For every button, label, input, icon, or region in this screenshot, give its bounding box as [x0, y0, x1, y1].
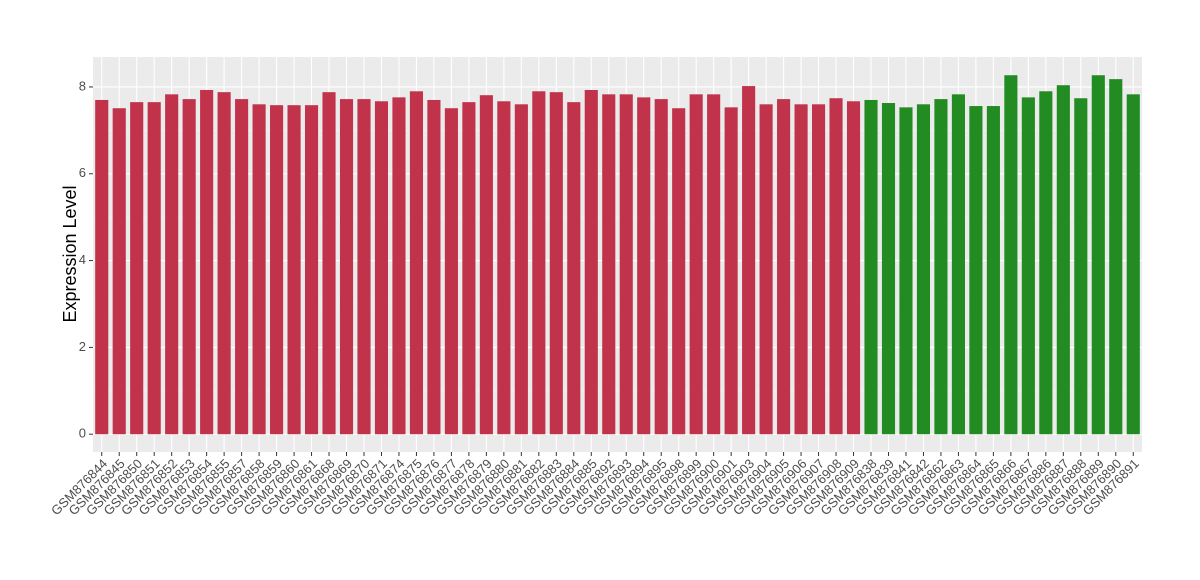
bar — [200, 89, 214, 435]
bar — [357, 99, 371, 435]
bar — [707, 94, 721, 435]
bar — [165, 94, 179, 435]
bar — [1056, 85, 1070, 435]
bar — [95, 99, 109, 435]
bar — [409, 91, 423, 435]
bar — [619, 94, 633, 435]
plot-panel — [93, 57, 1142, 452]
bar — [549, 92, 563, 435]
bar — [1039, 91, 1053, 435]
bar — [794, 104, 808, 435]
bar — [444, 108, 458, 435]
bar — [602, 94, 616, 435]
bar — [812, 104, 826, 435]
bar — [899, 107, 913, 435]
bar — [1109, 79, 1123, 435]
bar — [252, 104, 266, 435]
bar — [287, 105, 301, 435]
y-tick-label: 6 — [79, 165, 86, 180]
bar — [759, 104, 773, 435]
bar — [934, 99, 948, 435]
bar — [672, 108, 686, 435]
bar — [567, 102, 581, 435]
bar — [1021, 97, 1035, 435]
bar — [742, 86, 756, 435]
bar — [1004, 75, 1018, 435]
bar — [724, 107, 738, 435]
bar — [829, 98, 843, 435]
bar — [637, 97, 651, 435]
y-tick-label: 4 — [79, 252, 86, 267]
bar — [777, 99, 791, 435]
bar — [374, 101, 389, 435]
y-tick-label: 2 — [79, 339, 86, 354]
bar — [112, 108, 126, 435]
y-axis-title: Expression Level — [60, 185, 80, 322]
bar — [532, 91, 546, 435]
bar — [951, 94, 965, 435]
bar — [1126, 94, 1140, 435]
bar — [147, 102, 161, 435]
bar — [514, 104, 528, 435]
bar — [217, 92, 231, 435]
bar — [846, 101, 861, 435]
bar — [235, 99, 249, 435]
y-tick-label: 0 — [79, 426, 86, 441]
bar — [969, 106, 983, 435]
bar — [392, 97, 406, 435]
bar — [479, 95, 493, 435]
bar — [270, 105, 284, 435]
y-tick-label: 8 — [79, 78, 86, 93]
bar — [986, 106, 1000, 435]
bar — [462, 102, 476, 435]
bar — [497, 101, 511, 435]
bar — [584, 89, 598, 435]
bar — [304, 105, 319, 435]
bar — [182, 99, 196, 435]
bar — [864, 99, 878, 435]
bar — [339, 99, 354, 435]
bar — [916, 104, 931, 435]
bar — [654, 99, 668, 435]
bar — [689, 94, 703, 435]
bar — [1091, 75, 1105, 435]
bar — [881, 103, 896, 435]
bar — [322, 92, 336, 435]
bar — [427, 99, 441, 435]
bar — [130, 102, 144, 435]
bar — [1074, 98, 1088, 435]
